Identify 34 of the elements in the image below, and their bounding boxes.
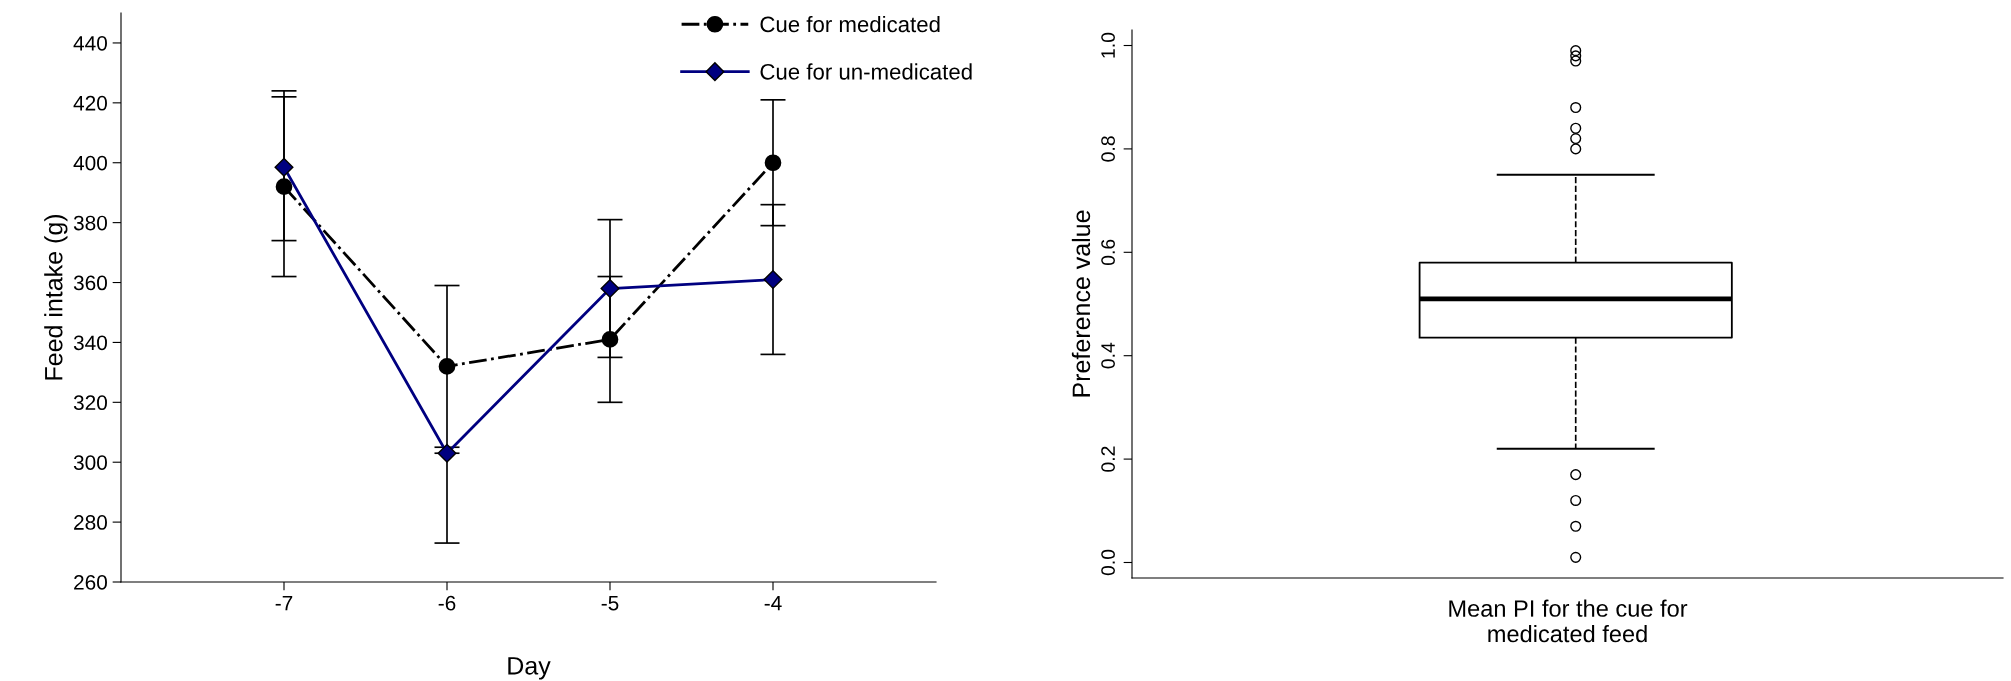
y-tick-label: 320	[73, 395, 107, 411]
point	[274, 157, 294, 177]
legend-label: Cue for un-medicated	[760, 63, 972, 80]
x-axis-title: Day	[508, 657, 551, 680]
point	[763, 269, 783, 290]
x-tick-label: -4	[764, 595, 782, 611]
point	[764, 154, 782, 172]
point	[275, 178, 293, 196]
y-tick-label: 0.2	[1101, 446, 1115, 472]
y-tick-label: 380	[73, 215, 107, 231]
y-tick-label: 340	[73, 335, 107, 351]
legend-label: Cue for medicated	[760, 15, 940, 33]
y-tick-label: 0.8	[1101, 136, 1115, 162]
point	[601, 331, 619, 348]
y-tick-label: 300	[73, 455, 107, 470]
x-axis-title: Mean PI for the cue for medicated feed	[1449, 599, 1688, 643]
y-axis-title: Feed intake (g)	[44, 214, 68, 380]
y-tick-label: 360	[73, 275, 107, 291]
y-tick-label: 0.6	[1101, 239, 1115, 266]
y-tick-label: 260	[74, 575, 107, 590]
point	[437, 443, 457, 463]
point	[600, 278, 620, 299]
y-axis-title: Preference value	[1071, 210, 1091, 397]
y-tick-label: 400	[73, 155, 107, 171]
y-tick-label: 420	[73, 95, 107, 111]
y-tick-label: 0.4	[1101, 342, 1115, 369]
x-tick-label: -5	[601, 595, 619, 611]
x-tick-label: -7	[275, 595, 293, 611]
x-tick-label: -6	[438, 595, 456, 611]
y-tick-label: 0.0	[1101, 549, 1115, 576]
y-tick-label: 280	[74, 515, 107, 530]
y-tick-label: 440	[73, 35, 107, 51]
y-tick-label: 1.0	[1101, 32, 1115, 58]
point	[438, 358, 456, 375]
